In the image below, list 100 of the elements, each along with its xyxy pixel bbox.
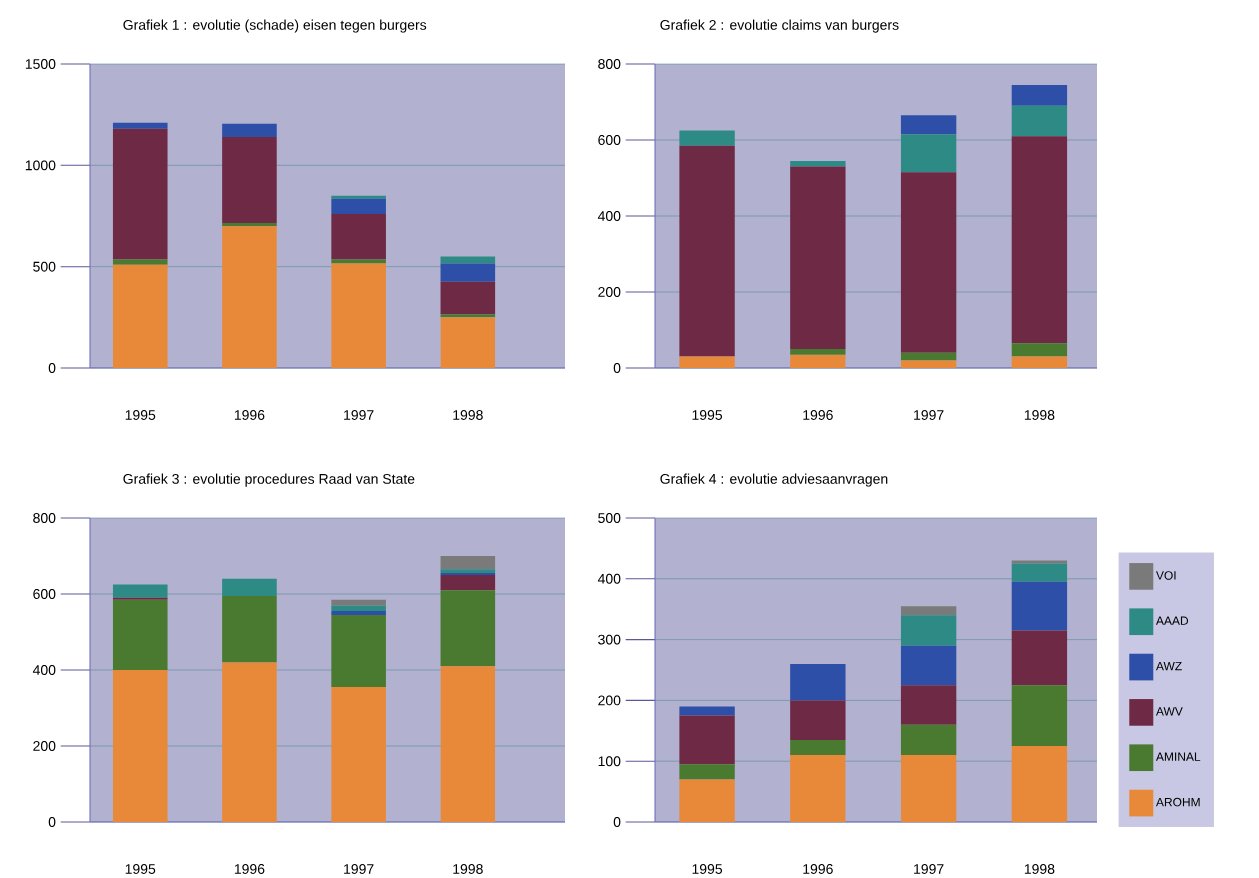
- chart-title: Grafiek 3 : evolutie procedures Raad van State: [123, 473, 415, 487]
- x-tick-label: 1997: [914, 409, 944, 420]
- bar: [790, 166, 846, 349]
- bar: [1011, 343, 1068, 357]
- y-tick-label: 200: [33, 740, 56, 751]
- y-tick-label: 100: [598, 756, 621, 766]
- x-tick-label: 1995: [692, 409, 723, 420]
- chart-title: Grafiek 1 : evolutie (schade) eisen tegen burgers: [123, 19, 427, 33]
- bar: [900, 645, 957, 685]
- x-tick-label: 1998: [1024, 863, 1055, 874]
- bar: [679, 356, 735, 368]
- bar: [222, 123, 277, 137]
- bar: [331, 686, 386, 822]
- bar: [1011, 356, 1068, 368]
- chart-title: Grafiek 4 : evolutie adviesaanvragen: [660, 473, 888, 487]
- bar: [1011, 563, 1068, 582]
- y-tick-label: 1000: [25, 160, 56, 171]
- bar: [900, 360, 957, 368]
- bar: [222, 595, 277, 663]
- bar: [440, 666, 496, 822]
- bar: [222, 662, 277, 822]
- bar: [331, 605, 386, 611]
- y-tick-label: 0: [613, 362, 621, 373]
- bar: [679, 130, 735, 146]
- bar: [1011, 630, 1068, 685]
- bar: [331, 259, 386, 264]
- bar: [331, 614, 386, 687]
- bar: [900, 754, 957, 822]
- bar: [1011, 581, 1068, 631]
- y-tick-label: 1500: [25, 58, 56, 69]
- y-tick-label: 0: [48, 362, 56, 373]
- bar: [900, 605, 957, 616]
- bar: [790, 739, 846, 755]
- legend-label: AMINAL: [1155, 752, 1201, 761]
- y-tick-label: 600: [598, 134, 621, 145]
- y-tick-label: 300: [598, 634, 621, 645]
- bar: [900, 172, 957, 353]
- y-tick-label: 800: [33, 512, 56, 523]
- y-tick-label: 800: [598, 58, 621, 69]
- bar: [790, 348, 846, 355]
- bar: [112, 584, 168, 598]
- bar: [679, 145, 735, 357]
- legend-label: AAAD: [1155, 616, 1189, 625]
- bar: [440, 263, 496, 282]
- y-tick-label: 400: [597, 573, 621, 584]
- bar: [222, 136, 277, 223]
- bar: [900, 615, 957, 646]
- x-tick-label: 1998: [1024, 409, 1055, 420]
- bar: [222, 225, 277, 368]
- y-tick-label: 0: [613, 816, 621, 827]
- x-tick-label: 1998: [453, 409, 483, 420]
- bar: [1011, 745, 1068, 822]
- x-tick-label: 1997: [914, 863, 944, 874]
- bar: [1011, 84, 1068, 106]
- x-tick-label: 1997: [344, 409, 374, 420]
- y-tick-label: 200: [598, 695, 621, 706]
- x-tick-label: 1995: [692, 863, 723, 874]
- legend-label: AWV: [1155, 707, 1183, 716]
- y-tick-label: 500: [598, 512, 621, 523]
- bar: [440, 574, 496, 591]
- legend-label: AROHM: [1155, 797, 1200, 807]
- bar: [331, 195, 386, 199]
- bar: [1011, 685, 1068, 746]
- bar: [440, 590, 496, 667]
- bar: [440, 555, 496, 570]
- bar: [1011, 105, 1068, 137]
- bar: [440, 317, 496, 368]
- bar: [679, 715, 735, 765]
- bar: [790, 754, 846, 822]
- y-tick-label: 0: [48, 816, 56, 827]
- y-tick-label: 200: [598, 286, 621, 297]
- bar: [1011, 560, 1068, 564]
- x-tick-label: 1998: [453, 863, 483, 874]
- x-tick-label: 1995: [125, 863, 156, 874]
- x-tick-label: 1997: [344, 863, 374, 874]
- bar: [331, 198, 386, 214]
- y-tick-label: 500: [33, 261, 56, 272]
- bar: [790, 354, 846, 368]
- bar: [679, 779, 735, 822]
- bar: [331, 263, 386, 368]
- legend-label: VOI: [1156, 571, 1176, 580]
- bar: [112, 122, 168, 129]
- bar: [222, 222, 277, 226]
- bar: [900, 724, 957, 755]
- bar: [790, 160, 846, 167]
- y-tick-label: 400: [597, 210, 621, 221]
- legend-label: AWZ: [1155, 661, 1182, 670]
- bar: [900, 685, 957, 725]
- bar: [900, 115, 957, 135]
- bar: [331, 610, 386, 615]
- x-tick-label: 1996: [803, 863, 833, 874]
- bar: [112, 669, 168, 822]
- bar: [440, 281, 496, 315]
- bar: [222, 578, 277, 596]
- x-tick-label: 1995: [125, 409, 156, 420]
- bar: [331, 213, 386, 260]
- bar: [112, 599, 168, 670]
- bar: [440, 256, 496, 264]
- bar: [112, 264, 168, 368]
- bar: [112, 128, 168, 260]
